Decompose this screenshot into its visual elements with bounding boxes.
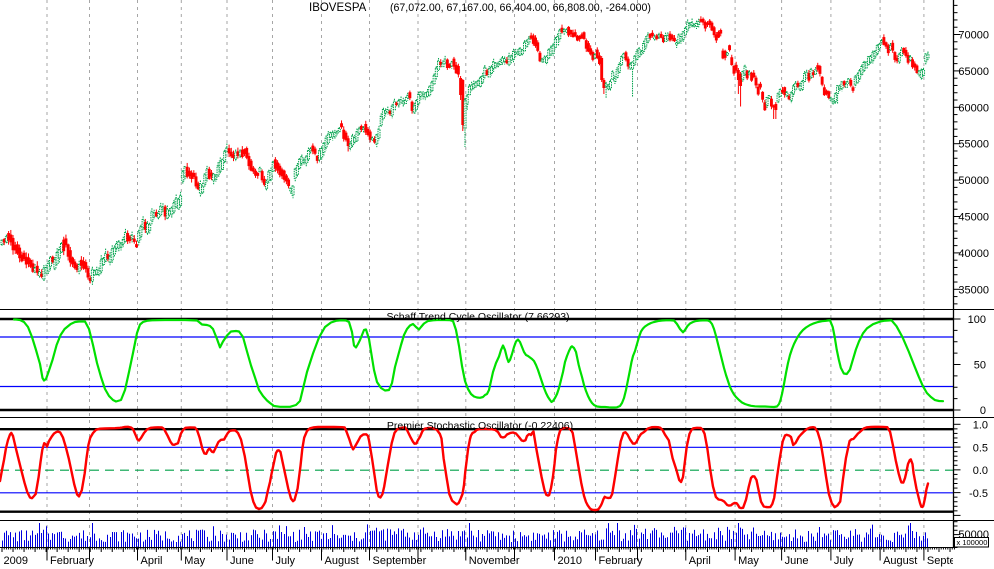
- svg-text:IBOVESPA: IBOVESPA: [309, 2, 367, 14]
- svg-text:50000: 50000: [958, 175, 989, 187]
- svg-text:0.0: 0.0: [973, 465, 988, 477]
- svg-text:May: May: [738, 555, 759, 567]
- svg-text:February: February: [50, 555, 95, 567]
- svg-text:100: 100: [968, 314, 986, 326]
- svg-text:0: 0: [980, 405, 986, 417]
- svg-text:Schaff Trend Cycle Oscillator: Schaff Trend Cycle Oscillator (7.66293): [386, 311, 569, 323]
- svg-text:July: July: [276, 555, 296, 567]
- svg-text:July: July: [834, 555, 854, 567]
- svg-text:35000: 35000: [958, 284, 989, 296]
- svg-text:50: 50: [974, 360, 986, 372]
- svg-text:September: September: [927, 555, 981, 567]
- svg-text:February: February: [599, 555, 644, 567]
- svg-text:2009: 2009: [4, 555, 28, 567]
- svg-text:2010: 2010: [558, 555, 582, 567]
- svg-text:1.0: 1.0: [973, 419, 988, 431]
- svg-text:-0.5: -0.5: [969, 488, 988, 500]
- svg-text:June: June: [230, 555, 254, 567]
- svg-text:Premier Stochastic Oscillator: Premier Stochastic Oscillator (-0.22406): [387, 420, 573, 432]
- svg-text:40000: 40000: [958, 248, 989, 260]
- svg-text:60000: 60000: [958, 102, 989, 114]
- svg-text:55000: 55000: [958, 139, 989, 151]
- svg-text:November: November: [469, 555, 520, 567]
- svg-text:65000: 65000: [958, 66, 989, 78]
- svg-text:(67,072.00, 67,167.00, 66,404.: (67,072.00, 67,167.00, 66,404.00, 66,808…: [390, 2, 651, 14]
- svg-text:September: September: [373, 555, 427, 567]
- svg-text:x 100000: x 100000: [957, 538, 988, 547]
- svg-text:April: April: [689, 555, 711, 567]
- svg-text:August: August: [883, 555, 917, 567]
- svg-text:June: June: [785, 555, 809, 567]
- svg-text:0.5: 0.5: [973, 442, 988, 454]
- svg-text:May: May: [184, 555, 205, 567]
- svg-text:70000: 70000: [958, 30, 989, 42]
- svg-text:April: April: [141, 555, 163, 567]
- svg-text:August: August: [325, 555, 359, 567]
- svg-text:45000: 45000: [958, 212, 989, 224]
